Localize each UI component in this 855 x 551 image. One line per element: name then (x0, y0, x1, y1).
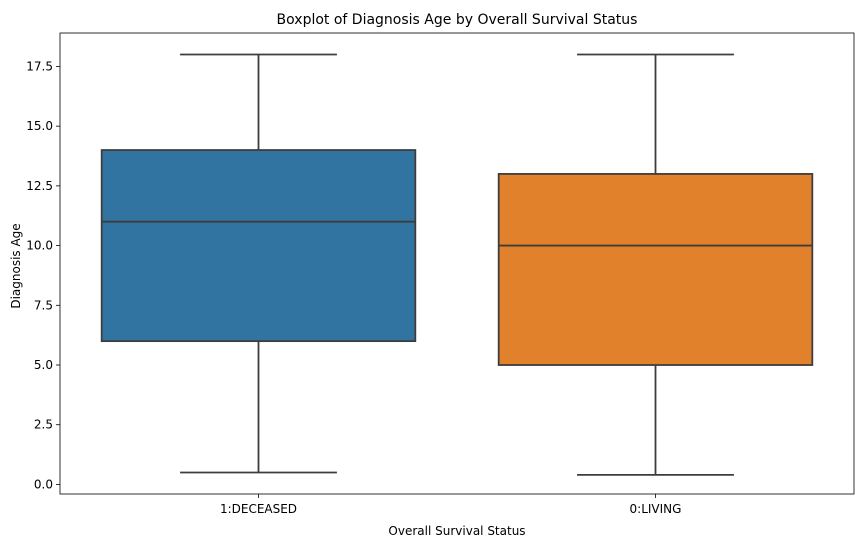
y-tick-label: 12.5 (26, 179, 53, 193)
box-group-1 (100, 53, 417, 474)
y-tick-label: 7.5 (34, 298, 53, 312)
x-tick-label: 0:LIVING (630, 502, 682, 516)
y-tick-label: 0.0 (34, 477, 53, 491)
chart-title: Boxplot of Diagnosis Age by Overall Surv… (277, 12, 638, 28)
box-group-2 (497, 53, 814, 476)
y-axis-label: Diagnosis Age (9, 223, 23, 308)
plot-area: 0.0 2.5 5.0 7.5 10.0 12.5 15.0 17.5 1:DECEASED 0:… (26, 32, 855, 516)
y-tick-label: 5.0 (34, 358, 53, 372)
x-axis-label: Overall Survival Status (388, 524, 525, 538)
x-tick-label: 1:DECEASED (220, 502, 297, 516)
y-tick-label: 10.0 (26, 239, 53, 253)
box-iqr (497, 173, 814, 366)
y-tick-label: 17.5 (26, 59, 53, 73)
y-tick-label: 2.5 (34, 418, 53, 432)
plot-frame (59, 32, 855, 495)
y-tick-label: 15.0 (26, 119, 53, 133)
box-iqr (100, 149, 417, 343)
